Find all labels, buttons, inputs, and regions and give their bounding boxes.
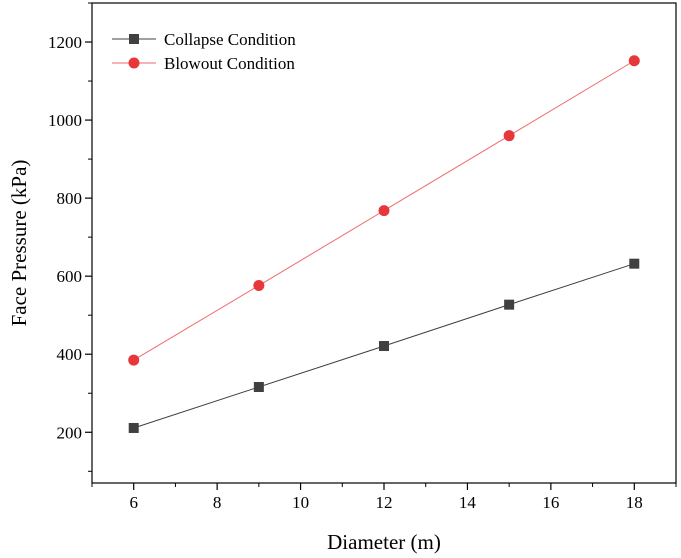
plot-frame: [91, 2, 677, 484]
x-axis-ticks: 6 8 10 12 14 16 18: [91, 483, 677, 512]
x-tick-label: 16: [542, 493, 559, 512]
legend-label-blowout: Blowout Condition: [164, 54, 295, 73]
data-point: [128, 422, 139, 433]
x-tick-label: 14: [459, 493, 477, 512]
y-tick-label: 1000: [48, 111, 82, 130]
data-point: [628, 55, 640, 67]
legend-marker-collapse: [129, 34, 139, 44]
data-point: [378, 205, 390, 217]
y-tick-label: 400: [57, 345, 83, 364]
x-tick-label: 12: [376, 493, 393, 512]
legend-label-collapse: Collapse Condition: [164, 30, 296, 49]
data-point: [504, 299, 515, 310]
data-point: [629, 258, 640, 269]
y-axis-title: Face Pressure (kPa): [7, 160, 31, 327]
data-point: [253, 280, 265, 292]
data-point: [128, 354, 140, 366]
data-point: [379, 341, 389, 352]
x-axis-title: Diameter (m): [327, 530, 441, 554]
x-tick-label: 8: [213, 493, 222, 512]
y-tick-label: 1200: [48, 33, 82, 52]
y-axis-ticks: 200 400 600 800 1000 1200: [48, 2, 92, 472]
data-point: [253, 382, 264, 392]
x-tick-label: 18: [626, 493, 643, 512]
x-tick-label: 10: [292, 493, 309, 512]
y-tick-label: 200: [57, 423, 83, 442]
series-layer: [128, 55, 640, 433]
y-tick-label: 600: [57, 267, 83, 286]
legend-marker-blowout: [128, 57, 140, 69]
legend: Collapse Condition Blowout Condition: [112, 30, 296, 73]
y-tick-label: 800: [57, 189, 83, 208]
x-tick-label: 6: [129, 493, 138, 512]
data-point: [503, 130, 515, 142]
